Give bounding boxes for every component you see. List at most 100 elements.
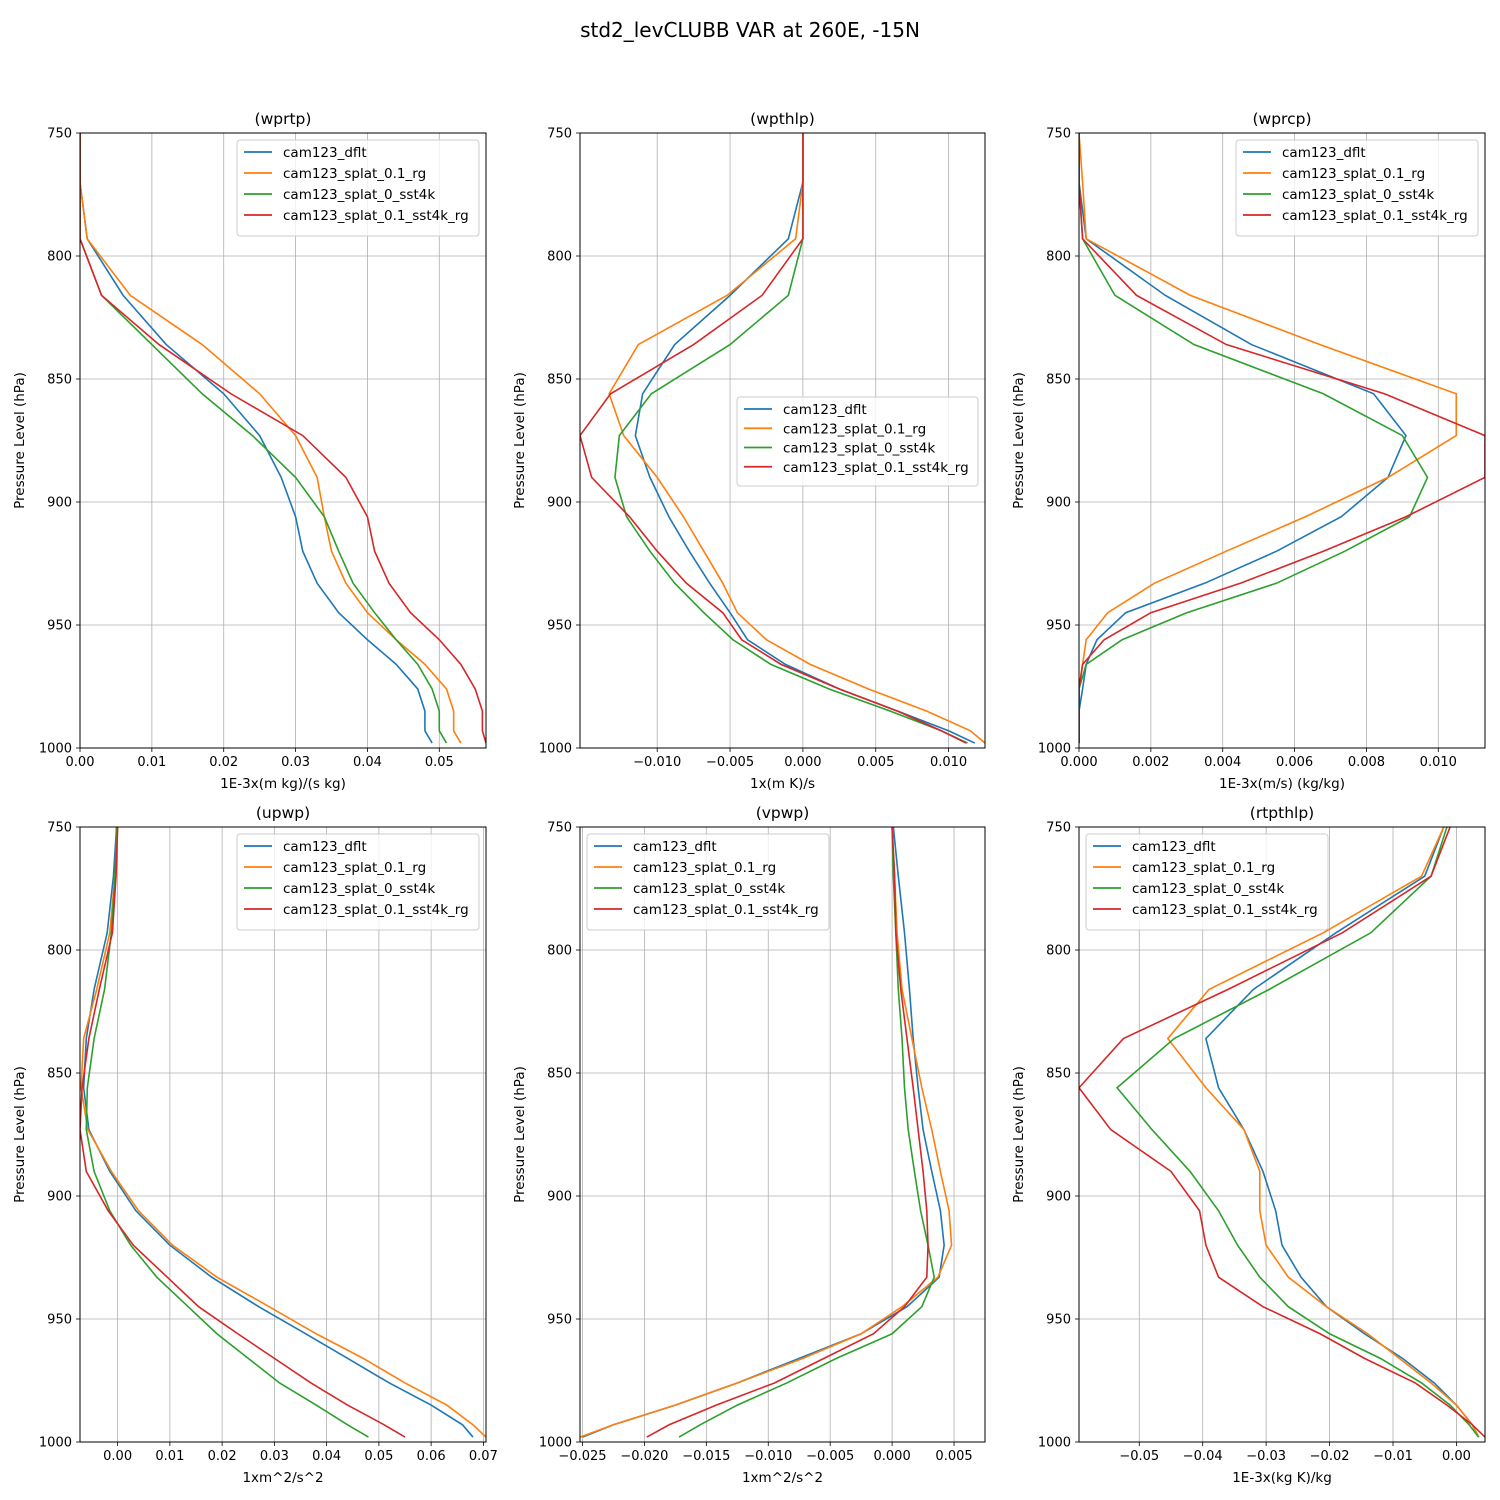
y-axis-label: Pressure Level (hPa) [1011, 1066, 1027, 1203]
x-tick-label: 0.07 [469, 1449, 498, 1464]
x-tick-label: 0.00 [66, 755, 95, 770]
plot-frame [1078, 826, 1486, 1443]
legend: cam123_dflt cam123_splat_0.1_rg cam123_spl… [586, 833, 830, 931]
y-tick-label: 950 [47, 619, 72, 634]
x-tick-label: 0.005 [857, 755, 894, 770]
x-tick-label: 0.04 [353, 755, 382, 770]
legend-box [1235, 139, 1479, 237]
plot-frame [79, 826, 487, 1443]
legend-label: cam123_splat_0.1_rg [783, 421, 926, 437]
x-tick-label: −0.01 [1373, 1449, 1413, 1464]
y-tick-label: 900 [1046, 496, 1071, 511]
series-line-cam123_splat_0.1_sst4k_rg [80, 133, 486, 744]
y-tick-label: 1000 [39, 1436, 72, 1451]
y-tick-label: 850 [547, 1067, 572, 1082]
x-axis-label: 1xm^2/s^2 [242, 1470, 323, 1486]
legend-label: cam123_splat_0_sst4k [1282, 187, 1434, 203]
y-tick-label: 750 [47, 127, 72, 142]
y-tick-label: 800 [1046, 944, 1071, 959]
x-tick-label: 0.000 [1060, 755, 1097, 770]
x-tick-label: 0.05 [425, 755, 454, 770]
legend-box [736, 396, 979, 487]
panel-title: (wprcp) [1252, 110, 1311, 128]
x-tick-label: 0.05 [364, 1449, 393, 1464]
panel-upwp: 0.00 0.01 0.02 0.03 0.04 0.05 0.06 0.07 750 800 85… [12, 804, 498, 1486]
panel-title: (upwp) [256, 804, 310, 822]
panel-wpthlp: −0.010 −0.005 0.000 0.005 0.010 750 800 850 900 9… [512, 110, 986, 792]
x-tick-label: −0.02 [1310, 1449, 1350, 1464]
legend-box [236, 833, 480, 931]
series-line-cam123_splat_0.1_rg [1079, 133, 1458, 744]
legend-label: cam123_dflt [283, 145, 367, 161]
legend-box [586, 833, 830, 931]
x-tick-label: 0.01 [137, 755, 166, 770]
legend: cam123_dflt cam123_splat_0.1_rg cam123_spl… [1085, 833, 1329, 931]
y-tick-label: 900 [547, 496, 572, 511]
x-tick-label: 0.00 [1442, 1449, 1471, 1464]
y-tick-label: 1000 [1038, 742, 1071, 757]
series-line-cam123_splat_0_sst4k [1079, 133, 1429, 744]
legend: cam123_dflt cam123_splat_0.1_rg cam123_spl… [236, 833, 480, 931]
legend-label: cam123_splat_0.1_sst4k_rg [1132, 902, 1318, 918]
legend-label: cam123_splat_0.1_sst4k_rg [283, 208, 469, 224]
panel-vpwp: −0.025 −0.020 −0.015 −0.010 −0.005 0.000 0.005… [512, 804, 986, 1486]
x-tick-label: −0.05 [1119, 1449, 1159, 1464]
y-tick-label: 750 [547, 127, 572, 142]
panel-title: (wpthlp) [750, 110, 815, 128]
legend-label: cam123_splat_0.1_sst4k_rg [633, 902, 819, 918]
series-line-cam123_splat_0.1_rg [608, 133, 985, 744]
panel-title: (rtpthlp) [1250, 804, 1314, 822]
x-tick-label: −0.005 [706, 755, 754, 770]
x-tick-label: 0.01 [155, 1449, 184, 1464]
y-axis-label: Pressure Level (hPa) [12, 1066, 28, 1203]
series-line-cam123_splat_0_sst4k [678, 827, 936, 1438]
legend-label: cam123_splat_0.1_rg [633, 860, 776, 876]
y-tick-label: 1000 [39, 742, 72, 757]
x-axis-label: 1E-3x(m kg)/(s kg) [220, 776, 346, 792]
panel-wprcp: 0.000 0.002 0.004 0.006 0.008 0.010 750 800 850 9… [1011, 110, 1486, 792]
x-axis-label: 1x(m K)/s [750, 776, 815, 792]
figure-title: std2_levCLUBB VAR at 260E, -15N [580, 18, 920, 42]
x-tick-label: 0.04 [312, 1449, 341, 1464]
panel-wprtp: 0.00 0.01 0.02 0.03 0.04 0.05 750 800 850 900 950 1… [12, 110, 487, 792]
y-tick-label: 750 [1046, 821, 1071, 836]
x-tick-label: 0.00 [103, 1449, 132, 1464]
x-tick-label: 0.006 [1276, 755, 1313, 770]
y-tick-label: 800 [547, 944, 572, 959]
legend-label: cam123_dflt [783, 402, 867, 418]
y-tick-label: 800 [47, 944, 72, 959]
x-tick-label: −0.005 [806, 1449, 854, 1464]
series-line-cam123_splat_0_sst4k [1115, 827, 1480, 1438]
y-tick-label: 1000 [1038, 1436, 1071, 1451]
y-tick-label: 800 [1046, 250, 1071, 265]
legend-box [1085, 833, 1329, 931]
x-tick-label: −0.010 [744, 1449, 792, 1464]
x-tick-label: 0.004 [1204, 755, 1241, 770]
series-line-cam123_splat_0.1_sst4k_rg [1079, 133, 1485, 744]
x-tick-label: 0.000 [874, 1449, 911, 1464]
panel-title: (wprtp) [255, 110, 312, 128]
series-line-cam123_splat_0.1_rg [80, 827, 486, 1438]
x-tick-label: −0.025 [558, 1449, 606, 1464]
panel-rtpthlp: −0.05 −0.04 −0.03 −0.02 −0.01 0.00 750 800 850 90… [1011, 804, 1486, 1486]
legend-label: cam123_dflt [633, 839, 717, 855]
series-line-cam123_dflt [1079, 133, 1407, 744]
x-axis-label: 1xm^2/s^2 [742, 1470, 823, 1486]
legend: cam123_dflt cam123_splat_0.1_rg cam123_spl… [736, 396, 979, 487]
panel-title: (vpwp) [756, 804, 810, 822]
series-line-cam123_dflt [80, 133, 433, 744]
legend-label: cam123_dflt [1282, 145, 1366, 161]
y-tick-label: 1000 [539, 1436, 572, 1451]
y-tick-label: 950 [47, 1313, 72, 1328]
y-tick-label: 800 [47, 250, 72, 265]
series-line-cam123_splat_0.1_rg [80, 133, 462, 744]
plot-frame [1078, 132, 1486, 749]
x-tick-label: 0.03 [281, 755, 310, 770]
legend-label: cam123_splat_0.1_sst4k_rg [283, 902, 469, 918]
x-tick-label: 0.03 [260, 1449, 289, 1464]
y-tick-label: 850 [1046, 373, 1071, 388]
series-line-cam123_dflt [82, 827, 474, 1438]
series-line-cam123_splat_0.1_rg [1166, 827, 1480, 1438]
plot-frame [79, 132, 487, 749]
